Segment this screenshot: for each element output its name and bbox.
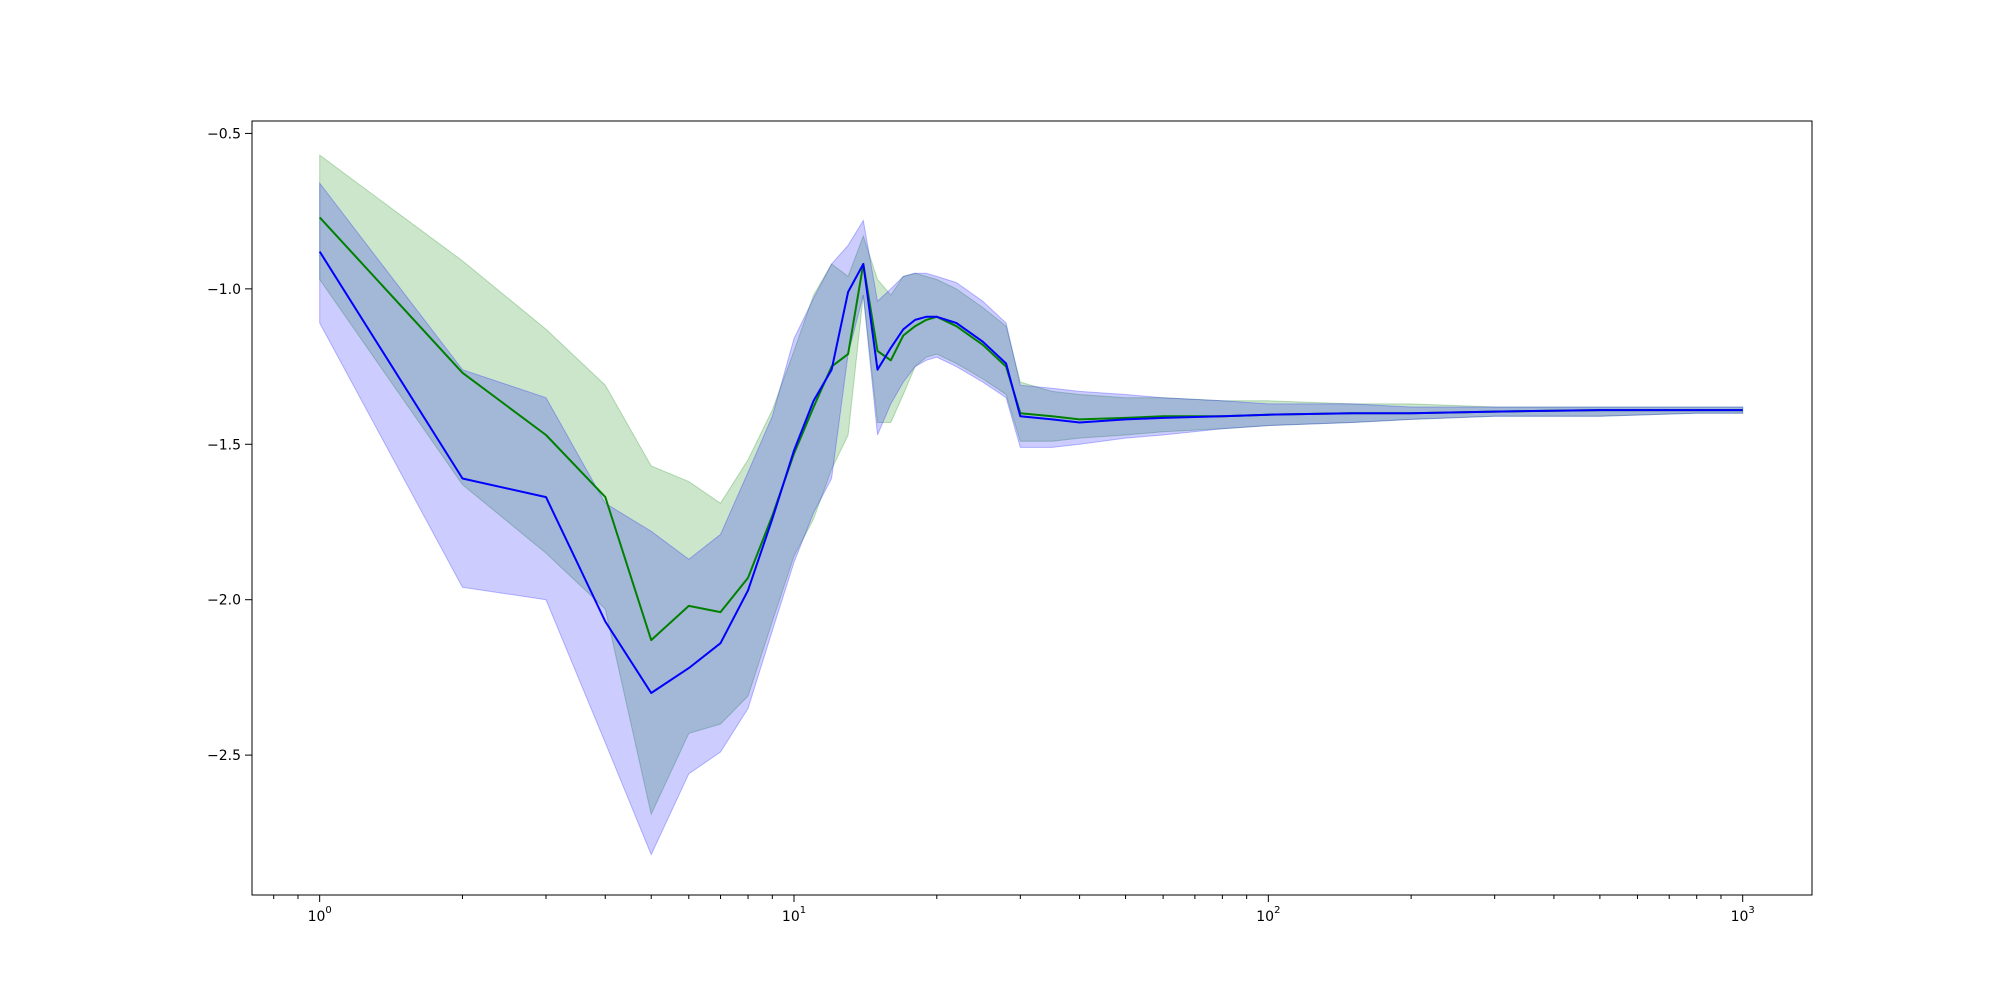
- axes-frame: [251, 120, 1813, 896]
- confidence-bands: [319, 154, 1744, 856]
- x-tick-base: 10: [1731, 909, 1749, 925]
- x-tick-label: 103: [1731, 905, 1755, 925]
- x-tick-base: 10: [1256, 909, 1274, 925]
- x-tick-exponent: 3: [1748, 905, 1754, 916]
- y-tick-label: −2.0: [207, 593, 241, 609]
- x-tick-exponent: 1: [800, 905, 806, 916]
- x-tick-label: 100: [308, 905, 332, 925]
- y-tick-label: −0.5: [207, 126, 241, 142]
- series-0-band: [319, 154, 1744, 816]
- series-lines: [318, 216, 1743, 694]
- series-1-line: [318, 251, 1743, 694]
- y-tick-label: −1.5: [207, 437, 241, 453]
- x-tick-base: 10: [308, 909, 326, 925]
- x-tick-exponent: 2: [1274, 905, 1280, 916]
- x-tick-label: 101: [782, 905, 806, 925]
- x-axis: 100 101 102 103: [273, 895, 1755, 925]
- axes-background: [252, 121, 1812, 895]
- series-1-band: [319, 181, 1744, 856]
- y-axis: −0.5 −1.0 −1.5 −2.0 −2.5: [207, 126, 252, 764]
- x-tick-base: 10: [782, 909, 800, 925]
- x-tick-label: 102: [1256, 905, 1280, 925]
- y-tick-label: −1.0: [207, 282, 241, 298]
- y-tick-label: −2.5: [207, 748, 241, 764]
- x-tick-exponent: 0: [325, 905, 331, 916]
